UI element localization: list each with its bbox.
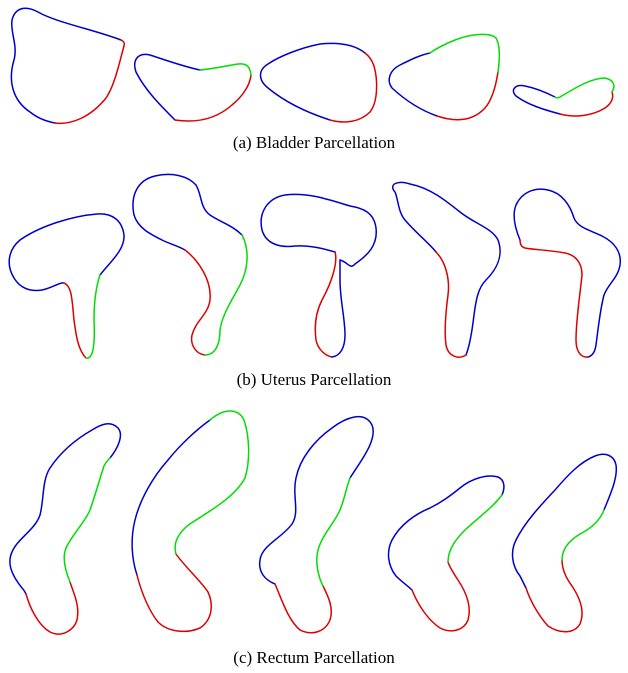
uterus-contour-4-red (435, 251, 467, 358)
uterus-contour-5-blue (513, 188, 622, 358)
bladder-contour-4-blue (388, 52, 438, 117)
rectum-contour-3-green (316, 477, 351, 587)
rectum-contour-3-red (274, 583, 333, 634)
rectum-contour-3-blue (258, 415, 374, 585)
bladder-contour-2-red (174, 74, 252, 122)
bladder-contour-5-green (554, 77, 615, 99)
bladder-contour-4-red (436, 71, 499, 121)
bladder-contour-2 (134, 53, 252, 122)
rectum-contour-2-blue (131, 419, 211, 576)
uterus-contour-4-blue (391, 181, 501, 356)
rectum-row (9, 410, 618, 635)
bladder-contour-5 (512, 77, 615, 117)
bladder-row (10, 7, 615, 125)
rectum-contour-4-blue (387, 475, 505, 591)
uterus-caption: (b) Uterus Parcellation (236, 370, 392, 389)
uterus-contour-1 (8, 213, 125, 359)
uterus-contour-5 (513, 188, 622, 358)
rectum-contour-2-red (136, 553, 213, 633)
bladder-contour-1-blue (10, 7, 122, 124)
bladder-contour-4-green (429, 33, 501, 73)
rectum-contour-2 (131, 410, 250, 633)
bladder-contour-2-green (199, 63, 252, 76)
bladder-contour-3-blue (259, 42, 366, 121)
uterus-contour-3-blue-tail (331, 259, 346, 358)
rectum-contour-2-green (174, 410, 250, 555)
uterus-contour-3-blue (260, 193, 377, 267)
rectum-contour-5-blue (511, 453, 618, 589)
uterus-contour-2-green (204, 234, 248, 356)
bladder-contour-2-blue (134, 53, 201, 121)
rectum-contour-1-red (25, 581, 79, 635)
uterus-contour-3 (260, 193, 377, 358)
uterus-row (8, 173, 622, 359)
rectum-contour-1-blue (9, 423, 122, 595)
rectum-contour-5-green (561, 509, 605, 561)
bladder-contour-1-red (54, 39, 125, 125)
uterus-contour-1-blue (8, 213, 125, 292)
uterus-contour-5-red (519, 239, 589, 358)
bladder-contour-3-red (329, 52, 378, 123)
uterus-contour-1-red (63, 282, 87, 359)
rectum-contour-1-green (63, 457, 111, 583)
rectum-contour-5 (511, 453, 618, 633)
bladder-caption: (a) Bladder Parcellation (232, 133, 396, 152)
rectum-contour-4 (387, 475, 505, 632)
rectum-contour-4-red (411, 561, 470, 632)
bladder-contour-5-blue (512, 84, 561, 115)
uterus-contour-3-red (314, 251, 337, 358)
bladder-contour-1 (10, 7, 125, 125)
uterus-contour-2-blue (132, 173, 243, 251)
rectum-contour-5-red (525, 559, 583, 633)
rectum-contour-3 (258, 415, 374, 634)
rectum-caption: (c) Rectum Parcellation (233, 648, 395, 667)
bladder-contour-5-red (559, 91, 614, 117)
bladder-contour-3 (259, 42, 378, 123)
uterus-contour-1-green (85, 274, 101, 359)
rectum-contour-1 (9, 423, 122, 635)
rectum-contour-4-green (447, 494, 503, 563)
uterus-contour-4 (391, 181, 501, 358)
bladder-contour-4 (388, 33, 501, 121)
uterus-contour-2-red (184, 249, 211, 356)
uterus-contour-2 (132, 173, 248, 356)
